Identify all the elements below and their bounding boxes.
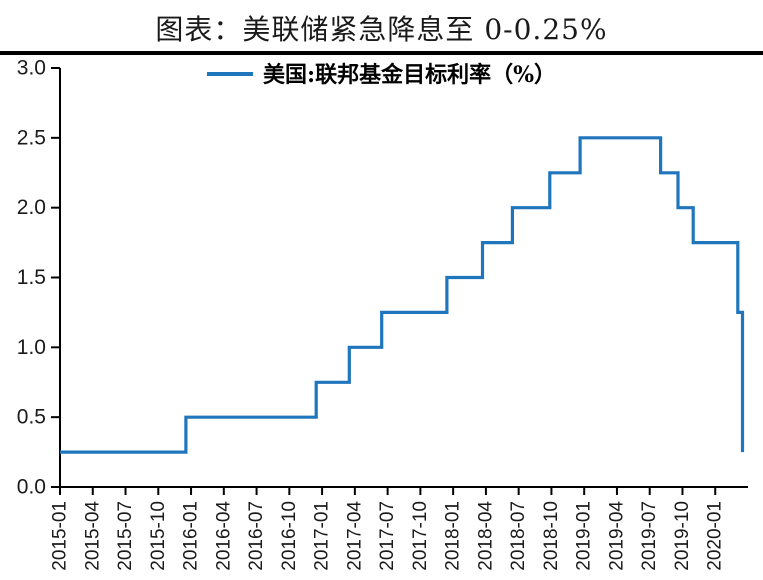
x-tick-label: 2016-10 <box>279 501 300 571</box>
title-divider <box>0 51 763 55</box>
x-tick-label: 2017-10 <box>410 501 431 571</box>
y-tick-label: 1.0 <box>17 336 46 359</box>
fed-rate-step-line <box>60 136 745 454</box>
x-tick-label: 2019-10 <box>672 501 693 571</box>
x-tick-label: 2018-10 <box>541 501 562 571</box>
y-tick-label: 2.0 <box>17 196 46 219</box>
x-tick-label: 2018-01 <box>443 501 464 571</box>
y-tick-label: 3.0 <box>17 57 46 80</box>
x-tick-label: 2020-01 <box>705 501 726 571</box>
x-tick-label: 2018-07 <box>508 501 529 571</box>
legend: 美国:联邦基金目标利率（%） <box>207 62 556 88</box>
rate-step-line-group <box>60 136 745 454</box>
x-tick-label: 2019-01 <box>574 501 595 571</box>
x-tick-label: 2017-01 <box>312 501 333 571</box>
y-tick-label: 1.5 <box>17 266 46 289</box>
y-tick-label: 0.0 <box>17 476 46 499</box>
x-tick-label: 2019-07 <box>639 501 660 571</box>
x-tick-label: 2015-04 <box>82 501 103 571</box>
legend-label: 美国:联邦基金目标利率（%） <box>263 62 556 88</box>
y-tick-label: 2.5 <box>17 126 46 149</box>
x-tick-label: 2016-01 <box>181 501 202 571</box>
axes: 0.0 0.5 1.0 1.5 2.0 2.5 3.0 2015-01 2015-04 2015-… <box>17 57 748 571</box>
x-tick-label: 2017-04 <box>344 501 365 571</box>
x-tick-label: 2015-10 <box>148 501 169 571</box>
x-tick-label: 2016-07 <box>246 501 267 571</box>
x-tick-label: 2016-04 <box>213 501 234 571</box>
x-tick-label: 2015-07 <box>115 501 136 571</box>
x-tick-label: 2018-04 <box>475 501 496 571</box>
x-tick-label: 2017-07 <box>377 501 398 571</box>
fed-funds-rate-chart: 0.0 0.5 1.0 1.5 2.0 2.5 3.0 2015-01 2015-04 2015-… <box>17 57 748 571</box>
x-tick-label: 2015-01 <box>50 501 71 571</box>
y-tick-label: 0.5 <box>17 406 46 429</box>
chart-title: 图表：美联储紧急降息至 0-0.25% <box>155 13 608 46</box>
x-tick-label: 2019-04 <box>606 501 627 571</box>
